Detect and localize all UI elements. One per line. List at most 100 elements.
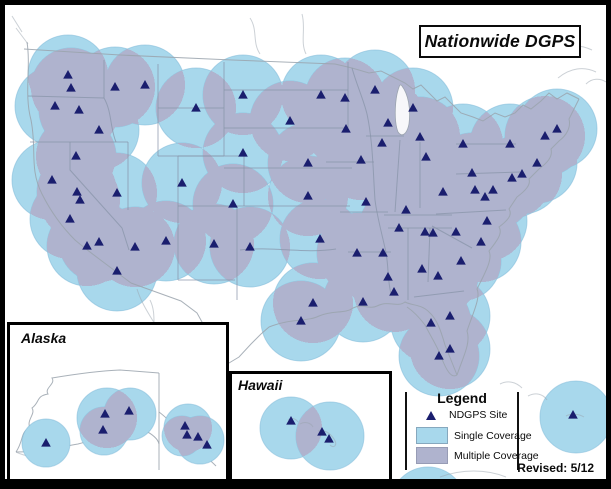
ndgps-site-marker (480, 192, 490, 201)
map-title: Nationwide DGPS (424, 31, 576, 51)
ndgps-site-marker (112, 188, 122, 197)
legend-item-single-coverage: Single Coverage (416, 427, 532, 444)
ndgps-site-marker (420, 227, 430, 236)
ndgps-site-marker (317, 427, 327, 436)
ndgps-site-marker (352, 248, 362, 257)
ndgps-site-marker (356, 155, 366, 164)
map-title-box: Nationwide DGPS (419, 25, 581, 58)
ndgps-site-marker (238, 148, 248, 157)
alaska-site-markers (41, 406, 212, 449)
ndgps-site-marker (202, 440, 212, 449)
revision-date: Revised: 5/12 (517, 461, 594, 475)
ndgps-site-marker (75, 195, 85, 204)
ndgps-site-marker (401, 205, 411, 214)
ndgps-site-marker (408, 103, 418, 112)
ndgps-site-marker (378, 248, 388, 257)
ndgps-site-marker (140, 80, 150, 89)
ndgps-site-marker (209, 239, 219, 248)
ndgps-site-marker (180, 421, 190, 430)
ndgps-site-marker (193, 432, 203, 441)
legend-single-label: Single Coverage (454, 429, 532, 442)
ndgps-site-marker (50, 101, 60, 110)
ndgps-site-marker (82, 241, 92, 250)
hawaii-inset (229, 371, 392, 485)
ndgps-site-marker (383, 118, 393, 127)
ndgps-site-marker (361, 197, 371, 206)
ndgps-site-marker (445, 311, 455, 320)
ndgps-site-marker (285, 116, 295, 125)
ndgps-site-marker (532, 158, 542, 167)
alaska-inset-label: Alaska (21, 330, 67, 346)
ndgps-site-marker (340, 93, 350, 102)
map-frame (606, 0, 611, 489)
ndgps-site-marker (315, 234, 325, 243)
ndgps-site-marker (389, 287, 399, 296)
ndgps-site-marker (417, 264, 427, 273)
ndgps-site-marker (228, 199, 238, 208)
ndgps-site-marker (568, 410, 578, 419)
legend-site-label: NDGPS Site (449, 409, 508, 421)
ndgps-site-marker (98, 425, 108, 434)
ndgps-site-marker (377, 138, 387, 147)
ndgps-site-marker (394, 223, 404, 232)
ndgps-site-marker (370, 85, 380, 94)
ndgps-site-marker (41, 438, 51, 447)
ndgps-site-marker (341, 124, 351, 133)
ndgps-site-marker (130, 242, 140, 251)
ndgps-site-marker (71, 151, 81, 160)
single-coverage-swatch (416, 427, 448, 444)
ndgps-site-marker (182, 430, 192, 439)
ndgps-site-marker (296, 316, 306, 325)
ndgps-site-marker (488, 185, 498, 194)
legend-multiple-label: Multiple Coverage (454, 449, 539, 462)
ndgps-site-marker (303, 191, 313, 200)
hawaii-site-markers (286, 416, 334, 443)
ndgps-site-marker (552, 124, 562, 133)
ndgps-site-marker (324, 434, 334, 443)
legend-item-ndgps-site: NDGPS Site (426, 409, 507, 421)
site-triangle-icon (426, 410, 436, 420)
ndgps-site-marker (303, 158, 313, 167)
ndgps-site-marker (286, 416, 296, 425)
ndgps-site-marker (191, 103, 201, 112)
ndgps-site-marker (438, 187, 448, 196)
map-frame (0, 479, 611, 489)
ndgps-site-marker (47, 175, 57, 184)
alaska-inset (7, 322, 229, 485)
ndgps-site-marker (505, 139, 515, 148)
ndgps-site-marker (426, 318, 436, 327)
ndgps-site-marker (63, 70, 73, 79)
legend-left-border (405, 392, 407, 470)
ndgps-site-marker (124, 406, 134, 415)
conus-map-layer (11, 13, 606, 479)
ndgps-site-marker (66, 83, 76, 92)
ndgps-site-marker (428, 228, 438, 237)
ndgps-site-marker (507, 173, 517, 182)
ndgps-site-marker (421, 152, 431, 161)
ndgps-site-marker (112, 266, 122, 275)
ndgps-site-marker (476, 237, 486, 246)
hawaii-inset-label: Hawaii (238, 377, 283, 393)
ndgps-site-marker (72, 187, 82, 196)
ndgps-site-marker (316, 90, 326, 99)
ndgps-site-marker (238, 90, 248, 99)
ndgps-site-marker (434, 351, 444, 360)
legend-right-border (517, 392, 519, 470)
ndgps-site-marker (470, 185, 480, 194)
ndgps-site-marker (467, 168, 477, 177)
ndgps-site-marker (65, 214, 75, 223)
legend-title: Legend (437, 390, 487, 406)
ndgps-site-marker (94, 237, 104, 246)
ndgps-site-marker (308, 298, 318, 307)
ndgps-site-marker (110, 82, 120, 91)
multiple-coverage-swatch (416, 447, 448, 464)
ndgps-site-marker (94, 125, 104, 134)
ndgps-site-markers (47, 70, 578, 419)
state-boundary-lines (27, 60, 521, 300)
ndgps-site-marker (358, 297, 368, 306)
legend-item-multiple-coverage: Multiple Coverage (416, 447, 539, 464)
ndgps-site-marker (451, 227, 461, 236)
ndgps-site-marker (383, 272, 393, 281)
